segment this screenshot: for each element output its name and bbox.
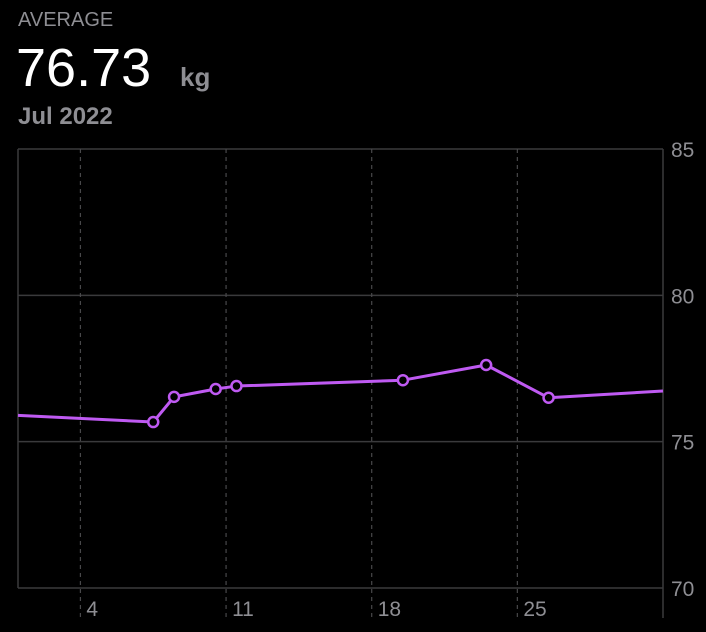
x-tick-label: 25	[523, 598, 546, 621]
average-value: 76.73	[16, 38, 151, 98]
data-point	[542, 391, 555, 405]
y-tick-label: 75	[671, 432, 694, 455]
data-point	[146, 415, 160, 429]
period: Jul 2022	[18, 103, 113, 130]
data-point	[167, 390, 181, 404]
summary-label: AVERAGE	[18, 9, 113, 31]
x-tick-label: 11	[232, 598, 254, 621]
x-tick-label: 18	[378, 598, 401, 621]
unit: kg	[180, 62, 210, 92]
data-point	[230, 379, 243, 393]
data-point	[209, 382, 222, 396]
x-tick-label: 4	[86, 598, 98, 621]
y-tick-label: 80	[671, 285, 694, 308]
data-point	[396, 373, 410, 387]
y-tick-label: 85	[671, 139, 694, 162]
y-tick-label: 70	[671, 578, 694, 601]
data-point	[479, 358, 493, 372]
